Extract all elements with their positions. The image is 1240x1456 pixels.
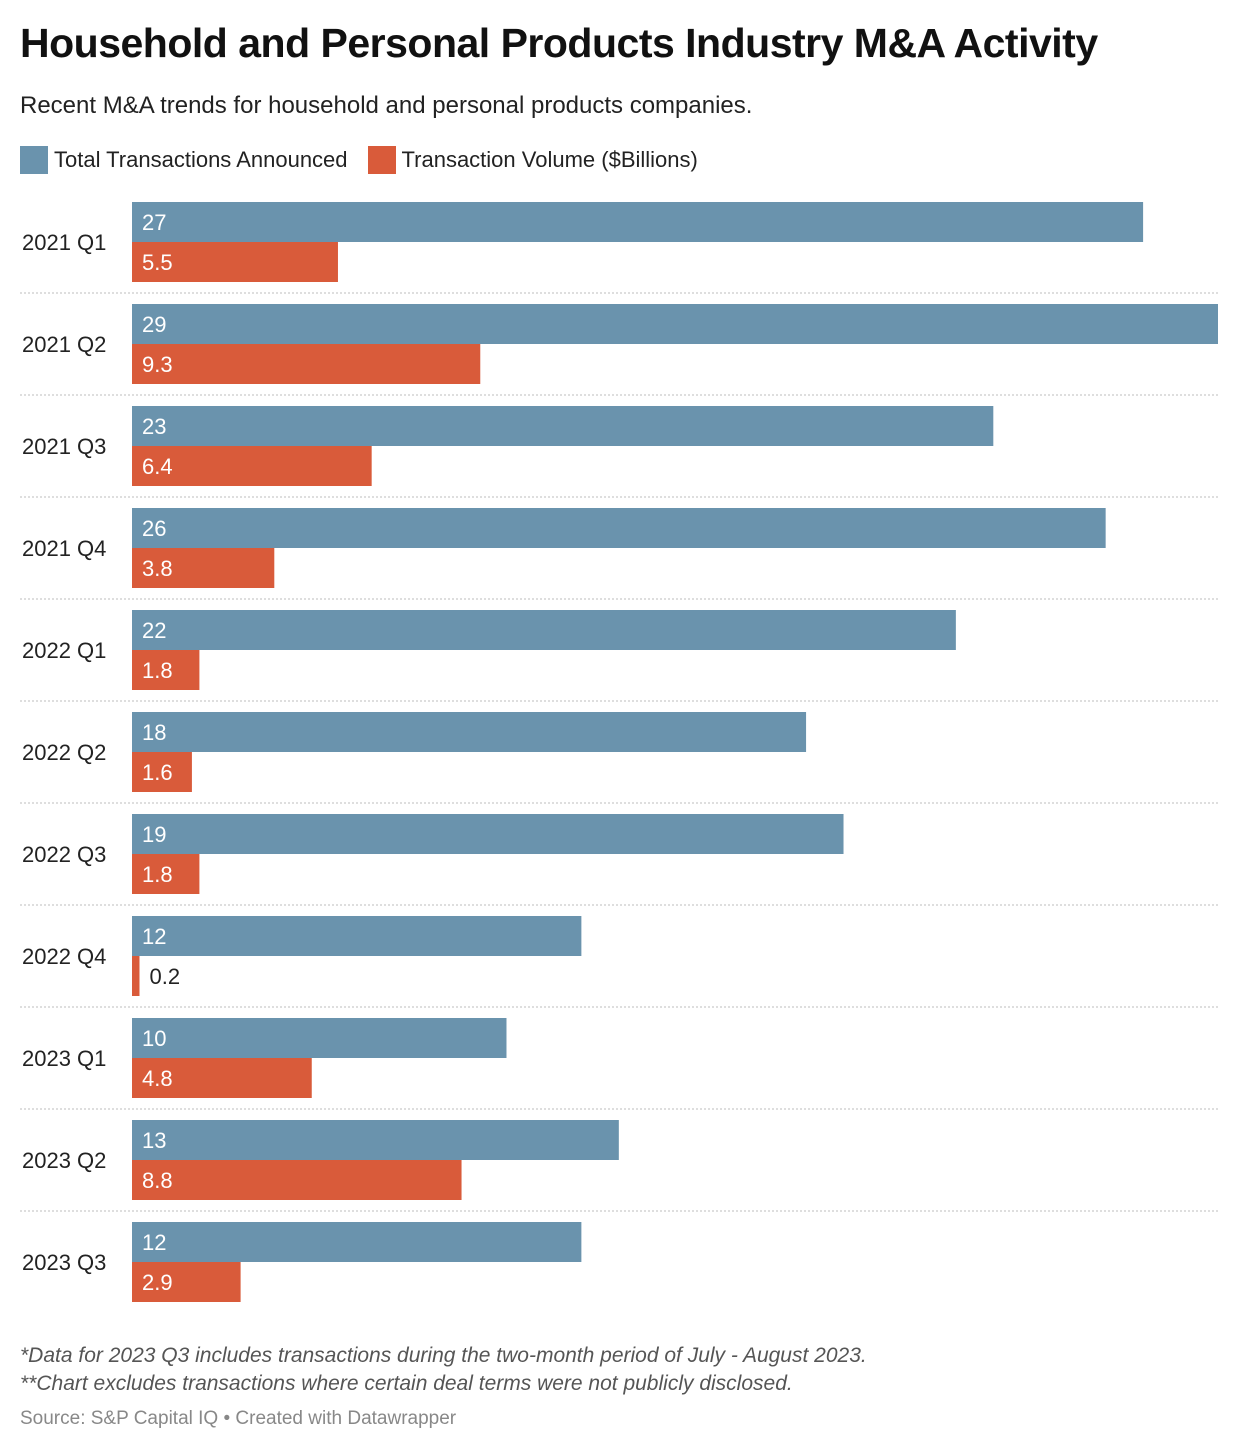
category-label: 2022 Q3 <box>22 842 106 867</box>
bar-volume <box>132 650 200 690</box>
bar-volume <box>132 1262 241 1302</box>
data-label-transactions: 27 <box>142 210 166 235</box>
category-label: 2022 Q1 <box>22 638 106 663</box>
data-label-volume: 1.8 <box>142 658 173 683</box>
category-label: 2021 Q3 <box>22 434 106 459</box>
bar-transactions <box>132 202 1144 242</box>
bar-volume <box>132 548 275 588</box>
bar-volume <box>132 956 140 996</box>
source-line: Source: S&P Capital IQ • Created with Da… <box>20 1408 457 1429</box>
category-label: 2023 Q3 <box>22 1250 106 1275</box>
category-label: 2022 Q2 <box>22 740 106 765</box>
legend-label-volume: Transaction Volume ($Billions) <box>401 147 698 172</box>
bar-volume <box>132 854 200 894</box>
category-label: 2021 Q4 <box>22 536 106 561</box>
data-label-volume: 6.4 <box>142 454 173 479</box>
data-label-transactions: 22 <box>142 618 166 643</box>
data-label-volume: 5.5 <box>142 250 173 275</box>
bar-volume <box>132 344 481 384</box>
data-label-transactions: 13 <box>142 1128 166 1153</box>
data-label-transactions: 12 <box>142 924 166 949</box>
legend-label-transactions: Total Transactions Announced <box>54 147 348 172</box>
bar-transactions <box>132 814 844 854</box>
bar-volume <box>132 1058 312 1098</box>
bar-chart: 2021 Q1 27 5.5 2021 Q2 29 9.3 2021 Q3 23 6.4 2021… <box>20 202 1218 1302</box>
legend-item-volume: Transaction Volume ($Billions) <box>367 146 698 174</box>
bar-transactions <box>132 610 956 650</box>
legend-item-transactions: Total Transactions Announced <box>20 146 348 174</box>
footnote-1: *Data for 2023 Q3 includes transactions … <box>20 1344 867 1367</box>
bar-transactions <box>132 1018 507 1058</box>
footnote-2: **Chart excludes transactions where cert… <box>20 1372 793 1395</box>
category-label: 2021 Q1 <box>22 230 106 255</box>
data-label-volume: 8.8 <box>142 1168 173 1193</box>
chart-subtitle: Recent M&A trends for household and pers… <box>20 92 753 119</box>
data-label-transactions: 18 <box>142 720 166 745</box>
data-label-volume: 0.2 <box>149 964 180 989</box>
bar-transactions <box>132 1120 619 1160</box>
data-label-volume: 2.9 <box>142 1270 173 1295</box>
bar-transactions <box>132 304 1218 344</box>
legend-swatch-transactions <box>20 146 48 174</box>
data-label-volume: 1.6 <box>142 760 173 785</box>
data-label-transactions: 23 <box>142 414 166 439</box>
bar-transactions <box>132 1222 582 1262</box>
category-label: 2023 Q2 <box>22 1148 106 1173</box>
category-label: 2022 Q4 <box>22 944 106 969</box>
data-label-transactions: 26 <box>142 516 166 541</box>
data-label-volume: 1.8 <box>142 862 173 887</box>
data-label-transactions: 10 <box>142 1026 166 1051</box>
bar-transactions <box>132 916 582 956</box>
bar-volume <box>132 1160 462 1200</box>
chart-title: Household and Personal Products Industry… <box>20 20 1098 66</box>
data-label-transactions: 19 <box>142 822 166 847</box>
bar-transactions <box>132 406 994 446</box>
category-label: 2021 Q2 <box>22 332 106 357</box>
data-label-volume: 9.3 <box>142 352 173 377</box>
footnotes: *Data for 2023 Q3 includes transactions … <box>20 1342 867 1398</box>
bar-volume <box>132 752 192 792</box>
bar-volume <box>132 242 338 282</box>
bar-volume <box>132 446 372 486</box>
data-label-transactions: 29 <box>142 312 166 337</box>
legend-swatch-volume <box>367 146 396 174</box>
data-label-transactions: 12 <box>142 1230 166 1255</box>
category-label: 2023 Q1 <box>22 1046 106 1071</box>
data-label-volume: 4.8 <box>142 1066 173 1091</box>
data-label-volume: 3.8 <box>142 556 173 581</box>
legend: Total Transactions Announced Transaction… <box>20 146 718 174</box>
bar-transactions <box>132 712 807 752</box>
bar-transactions <box>132 508 1106 548</box>
